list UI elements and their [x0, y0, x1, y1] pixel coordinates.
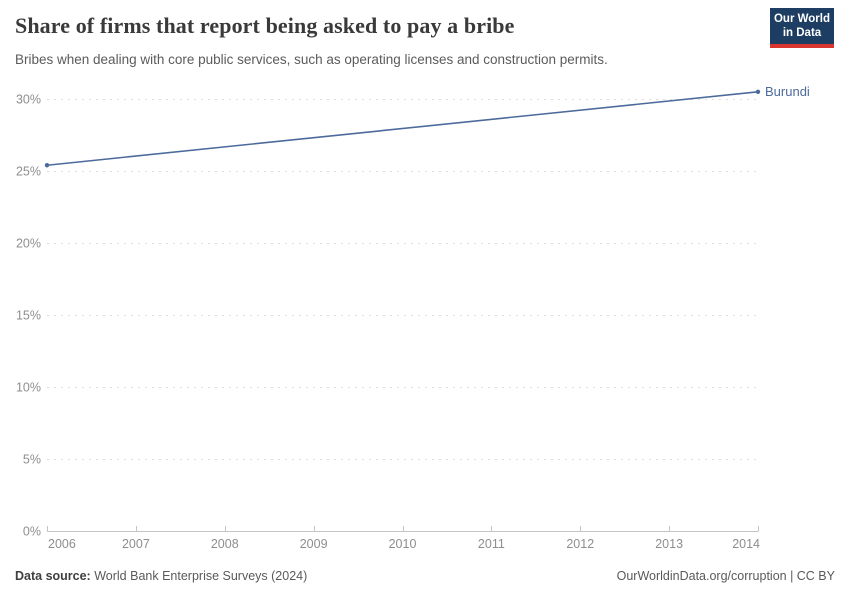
entity-label[interactable]: Burundi	[765, 84, 810, 99]
chart-subtitle: Bribes when dealing with core public ser…	[15, 52, 608, 67]
y-tick-label: 20%	[16, 237, 41, 251]
x-tick-label: 2014	[732, 537, 760, 551]
x-tick-label: 2006	[48, 537, 76, 551]
y-tick-label: 25%	[16, 165, 41, 179]
x-tick-label: 2009	[300, 537, 328, 551]
x-tick-label: 2007	[122, 537, 150, 551]
y-tick-label: 5%	[23, 453, 41, 467]
y-tick-label: 30%	[16, 93, 41, 107]
page-title: Share of firms that report being asked t…	[15, 13, 515, 38]
y-tick-label: 0%	[23, 525, 41, 539]
x-tick-label: 2008	[211, 537, 239, 551]
x-tick-label: 2010	[389, 537, 417, 551]
x-tick-label: 2012	[566, 537, 594, 551]
credit-line: OurWorldinData.org/corruption | CC BY	[616, 569, 835, 583]
data-point[interactable]	[44, 163, 50, 168]
owid-logo-line2: in Data	[782, 27, 822, 39]
owid-logo: Our World in Data	[770, 8, 834, 48]
owid-logo-line1: Our World	[773, 12, 830, 25]
data-source-value: World Bank Enterprise Surveys (2024)	[94, 569, 308, 583]
data-point[interactable]	[755, 89, 761, 95]
y-tick-label: 15%	[16, 309, 41, 323]
series-line-burundi[interactable]	[46, 91, 759, 167]
x-tick-label: 2011	[478, 537, 505, 551]
data-source-label: Data source:	[15, 569, 91, 583]
data-source: Data source: World Bank Enterprise Surve…	[15, 569, 307, 583]
x-tick-label: 2013	[655, 537, 683, 551]
y-tick-label: 10%	[16, 381, 41, 395]
